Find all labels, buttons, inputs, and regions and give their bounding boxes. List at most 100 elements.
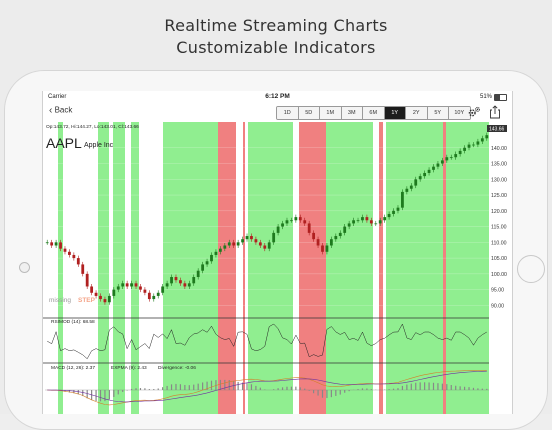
candle-body <box>356 220 360 222</box>
candle-body <box>210 254 213 262</box>
candle-body <box>298 217 302 221</box>
price-tick-label: 110.00 <box>491 240 507 246</box>
time-range-selector: 1D 5D 1M 3M 6M 1Y 2Y 5Y 10Y <box>276 106 471 120</box>
range-button-1d[interactable]: 1D <box>277 107 299 119</box>
price-tick-label: 135.00 <box>491 162 507 168</box>
price-tick-label: 115.00 <box>491 225 507 231</box>
candle-body <box>392 210 395 214</box>
divergence-label: Divergence: -0.06 <box>158 365 196 371</box>
symbol-title: AAPL <box>46 135 82 151</box>
price-tick-label: 120.00 <box>491 209 507 215</box>
candle-body <box>485 135 489 139</box>
watermark-step: STEP <box>78 297 96 304</box>
stock-chart[interactable]: 100806040200 50-5 140.00135.00130.00125.… <box>43 122 512 414</box>
range-button-1y[interactable]: 1Y <box>384 107 406 119</box>
promo-headline: Realtime Streaming Charts <box>164 16 388 35</box>
candle-body <box>418 176 422 180</box>
candle-body <box>427 169 431 173</box>
candle-body <box>369 220 373 224</box>
back-button-label: Back <box>54 105 73 115</box>
candle-body <box>396 207 400 211</box>
range-button-2y[interactable]: 2Y <box>406 107 428 119</box>
front-camera <box>19 262 30 273</box>
candle-body <box>63 248 67 252</box>
bearish-band <box>379 122 383 414</box>
company-name: Apple Inc <box>84 142 114 149</box>
candle-body <box>276 226 280 233</box>
candle-body <box>290 220 293 222</box>
candle-body <box>285 220 289 224</box>
candle-body <box>76 258 80 265</box>
candle-body <box>325 245 329 252</box>
back-button[interactable]: ‹ Back <box>49 105 72 116</box>
bullish-band <box>131 122 139 414</box>
candle-body <box>143 289 147 293</box>
candle-body <box>94 292 98 296</box>
battery-percent: 51% <box>479 94 492 100</box>
status-bar: Carrier 6:12 PM 51% <box>43 91 512 103</box>
candle-body <box>294 217 298 221</box>
range-button-6m[interactable]: 6M <box>363 107 385 119</box>
candle-body <box>72 254 76 259</box>
candle-body <box>218 248 222 252</box>
candle-body <box>334 236 338 240</box>
candle-body <box>472 144 475 146</box>
candle-body <box>316 239 320 246</box>
candle-body <box>414 179 418 186</box>
carrier-label: Carrier <box>48 94 67 100</box>
candle-body <box>116 286 120 290</box>
share-icon[interactable] <box>489 105 501 119</box>
price-tick-label: 100.00 <box>491 272 507 278</box>
price-tick-label: 130.00 <box>491 177 507 183</box>
candle-body <box>179 280 182 284</box>
candle-body <box>183 283 187 287</box>
candle-body <box>232 242 236 246</box>
candle-body <box>272 232 276 243</box>
candle-body <box>187 283 191 287</box>
candle-body <box>196 270 200 278</box>
bearish-band <box>218 122 236 414</box>
candle-body <box>214 251 218 255</box>
candle-body <box>361 217 364 221</box>
watermark-missing: missing <box>49 297 71 304</box>
candle-body <box>54 242 58 246</box>
candle-body <box>85 273 89 287</box>
candle-body <box>445 157 449 161</box>
range-button-3m[interactable]: 3M <box>341 107 363 119</box>
candle-body <box>254 239 258 243</box>
candle-body <box>329 239 333 246</box>
candle-body <box>338 232 342 237</box>
candle-body <box>281 223 284 227</box>
range-button-10y[interactable]: 10Y <box>449 107 470 119</box>
home-button[interactable] <box>517 255 545 283</box>
candle-body <box>103 299 107 303</box>
candle-body <box>147 292 151 300</box>
candle-body <box>467 144 471 148</box>
candle-body <box>59 242 62 249</box>
candle-body <box>174 277 178 281</box>
bearish-band <box>443 122 446 414</box>
candle-body <box>401 191 404 208</box>
gear-icon[interactable] <box>467 105 481 119</box>
candle-body <box>134 283 138 287</box>
candle-body <box>107 295 111 303</box>
bullish-band <box>113 122 125 414</box>
candle-body <box>245 236 249 240</box>
candle-body <box>423 172 427 177</box>
signal-line <box>47 370 487 403</box>
candle-body <box>321 245 324 252</box>
promo-subheadline: Customizable Indicators <box>176 38 376 57</box>
range-button-1m[interactable]: 1M <box>320 107 342 119</box>
candle-body <box>480 138 484 142</box>
range-button-5d[interactable]: 5D <box>298 107 320 119</box>
last-price-tag: 143.66 <box>489 127 505 133</box>
candle-body <box>165 283 169 287</box>
chart-gridlines <box>45 147 489 306</box>
candle-body <box>303 220 307 224</box>
candle-body <box>99 295 102 300</box>
candle-body <box>378 220 382 224</box>
candle-body <box>156 292 160 296</box>
candle-body <box>170 277 173 284</box>
candle-body <box>45 242 49 244</box>
range-button-5y[interactable]: 5Y <box>427 107 449 119</box>
